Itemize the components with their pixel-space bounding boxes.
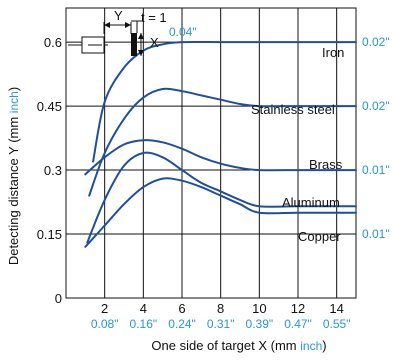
inset-thickness-label: t = 1 (141, 10, 167, 25)
y-axis-title-close: ) (6, 87, 21, 91)
x-tick-label-6: 6 (178, 301, 185, 316)
y-axis-title: Detecting distance Y (mm inch) (6, 87, 21, 265)
iron-label: Iron (322, 45, 344, 60)
x-dimension-top-arrow (138, 33, 144, 39)
x-tick-inch-label-2: 0.08" (91, 317, 119, 331)
x-dimension-bottom-arrow (138, 50, 144, 56)
x-axis-title-unit: inch (300, 339, 322, 353)
series-line-iron (92, 40, 357, 163)
right-inch-label-0-01: 0.01" (362, 163, 390, 177)
y-dimension-right-arrow (125, 22, 131, 28)
x-tick-label-12: 12 (291, 301, 305, 316)
y-tick-label-0-3: 0.3 (44, 163, 62, 178)
label-layer: 0.02" 0.02" 0.01" 0.01" (362, 35, 390, 241)
y-dimension-left-arrow (104, 22, 110, 28)
x-axis-title-close: ) (322, 338, 326, 353)
y-tick-label-0-45: 0.45 (37, 99, 62, 114)
y-axis-title-main: Detecting distance Y (mm (6, 113, 21, 265)
brass-label: Brass (309, 157, 343, 172)
y-axis-title-unit: inch (7, 91, 21, 113)
tick-layer: 20.08" 40.16" 60.24" 80.31" 100.39" 120.47" 14… (37, 35, 351, 331)
series-line-brass (84, 139, 357, 176)
inset-y-label: Y (114, 8, 123, 23)
series-line-aluminum (86, 151, 357, 244)
curve-layer (84, 40, 357, 248)
inset-x-label: X (150, 35, 159, 50)
x-tick-inch-label-10: 0.39" (246, 317, 274, 331)
sensor-inset-diagram: Y X t = 1 0.04" (68, 8, 197, 56)
x-axis-title: One side of target X (mm inch) (151, 338, 326, 353)
x-tick-label-14: 14 (329, 301, 343, 316)
y-tick-label-0-6: 0.6 (44, 35, 62, 50)
y-tick-label-0-15: 0.15 (37, 227, 62, 242)
inset-thickness-inch-label: 0.04" (169, 25, 197, 39)
x-tick-label-4: 4 (140, 301, 147, 316)
plot-frame (65, 7, 357, 299)
aluminum-label: Aluminum (282, 195, 340, 210)
stainless-steel-label: Stainless steel (251, 102, 335, 117)
x-tick-inch-label-12: 0.47" (284, 317, 312, 331)
right-inch-label-0-02: 0.02" (362, 35, 390, 49)
series-line-copper (84, 177, 357, 248)
y-tick-label-0: 0 (55, 291, 62, 306)
x-tick-label-8: 8 (217, 301, 224, 316)
x-tick-inch-label-8: 0.31" (207, 317, 235, 331)
right-inch-label-0-02: 0.02" (362, 99, 390, 113)
x-tick-inch-label-14: 0.55" (323, 317, 351, 331)
target-plate-shape (131, 33, 137, 56)
x-tick-label-2: 2 (101, 301, 108, 316)
x-axis-title-main: One side of target X (mm (151, 338, 300, 353)
x-tick-inch-label-6: 0.24" (168, 317, 196, 331)
series-line-stainless-steel (88, 87, 357, 197)
x-tick-inch-label-4: 0.16" (130, 317, 158, 331)
copper-label: Copper (298, 229, 341, 244)
x-tick-label-10: 10 (252, 301, 266, 316)
right-inch-label-0-01: 0.01" (362, 227, 390, 241)
